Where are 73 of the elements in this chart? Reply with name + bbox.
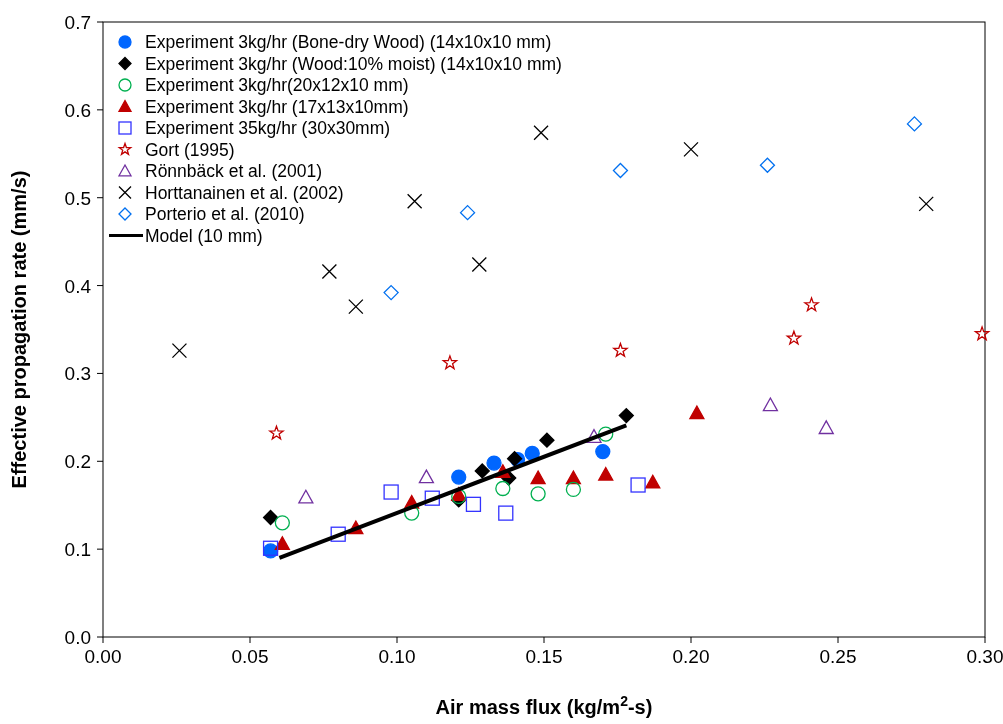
x-tick-label: 0.15 (525, 646, 563, 667)
legend-label: Horttanainen et al. (2002) (145, 182, 344, 203)
y-tick-label: 0.2 (64, 451, 91, 473)
x-tick-label: 0.25 (819, 646, 857, 667)
point (321, 263, 338, 280)
x-tick-label: 0.20 (672, 646, 710, 667)
point (498, 505, 514, 521)
y-tick-label: 0.5 (64, 187, 91, 209)
point (471, 256, 487, 273)
point (918, 196, 934, 212)
point (442, 355, 458, 370)
point (612, 162, 629, 179)
point (383, 284, 399, 301)
point (539, 432, 555, 448)
point (495, 480, 511, 497)
point (974, 326, 990, 341)
point (298, 489, 314, 504)
point (348, 299, 364, 315)
y-tick-label: 0.1 (64, 539, 91, 561)
point (786, 330, 802, 345)
point (418, 469, 435, 484)
point (630, 477, 646, 493)
point (586, 429, 602, 443)
point (683, 141, 699, 158)
point (465, 496, 482, 512)
point (906, 116, 923, 132)
point (451, 469, 467, 485)
point (818, 420, 834, 435)
y-tick-label: 0.3 (64, 363, 91, 385)
legend-label: Experiment 3kg/hr (17x13x10mm) (145, 96, 409, 117)
legend-label: Model (10 mm) (145, 225, 263, 246)
point (274, 515, 290, 531)
point (759, 157, 776, 173)
point (804, 297, 819, 312)
point (598, 426, 614, 442)
point (171, 342, 188, 359)
point (269, 425, 284, 440)
point (530, 486, 546, 502)
x-tick-label: 0.10 (378, 646, 416, 667)
point (530, 470, 546, 485)
legend-label: Rönnbäck et al. (2001) (145, 161, 323, 181)
point (598, 466, 614, 481)
x-tick-label: 0.05 (231, 646, 269, 667)
point (330, 526, 346, 542)
point (474, 463, 490, 479)
point (274, 536, 290, 551)
point (762, 397, 779, 412)
legend-label: Porterio et al. (2010) (145, 204, 305, 224)
point (613, 342, 628, 357)
y-tick-label: 0.7 (64, 12, 91, 33)
point (618, 407, 634, 424)
y-tick-label: 0.4 (64, 275, 92, 297)
y-tick-label: 0.0 (64, 627, 91, 648)
point (645, 474, 661, 489)
point (459, 205, 476, 221)
point (486, 455, 502, 471)
legend-label: Experiment 3kg/hr(20x12x10 mm) (145, 75, 409, 95)
point (565, 481, 582, 498)
point (689, 405, 705, 420)
legend-label: Gort (1995) (145, 139, 235, 160)
y-axis-title: Effective propagation rate (mm/s) (8, 170, 30, 489)
legend-label: Experiment 3kg/hr (Bone-dry Wood) (14x10x10 mm) (145, 32, 552, 52)
point (533, 125, 549, 141)
point (595, 443, 611, 460)
point (406, 193, 423, 209)
y-tick-label: 0.6 (64, 99, 91, 121)
legend-label: Experiment 35kg/hr (30x30mm) (145, 118, 391, 138)
x-tick-label: 0.00 (84, 646, 122, 667)
point (383, 484, 399, 500)
legend-label: Experiment 3kg/hr (Wood:10% moist) (14x10x10 mm) (145, 53, 562, 74)
x-tick-label: 0.30 (966, 646, 1003, 667)
point (424, 490, 440, 506)
x-axis-title: Air mass flux (kg/m$^{2}$-s) (435, 693, 653, 718)
